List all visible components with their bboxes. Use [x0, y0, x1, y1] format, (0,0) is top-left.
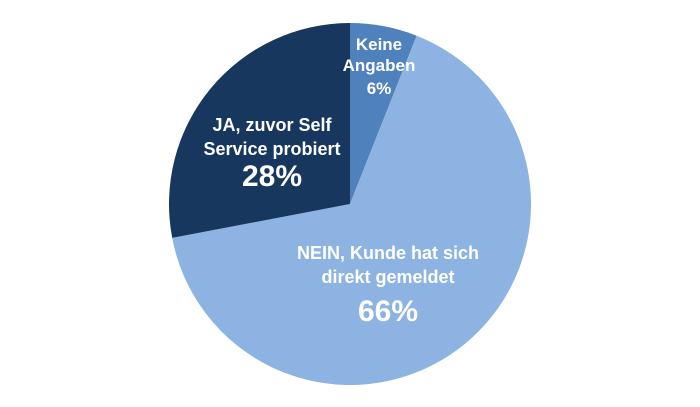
label-nein-line1: NEIN, Kunde hat sich: [297, 243, 479, 263]
label-ja-line2: Service probiert: [203, 139, 340, 159]
label-keine-angaben-line2: Angaben: [343, 56, 416, 75]
label-nein-line2: direkt gemeldet: [321, 267, 454, 287]
slice-ja: [169, 23, 350, 238]
label-ja-line1: JA, zuvor Self: [212, 115, 332, 135]
slice-nein: [172, 35, 532, 386]
label-ja-percent: 28%: [242, 160, 302, 193]
label-keine-angaben-line1: Keine: [356, 35, 402, 54]
label-keine-angaben-percent: 6%: [367, 79, 392, 98]
slice-keine-angaben: [350, 23, 417, 204]
label-nein-percent: 66%: [358, 295, 418, 328]
